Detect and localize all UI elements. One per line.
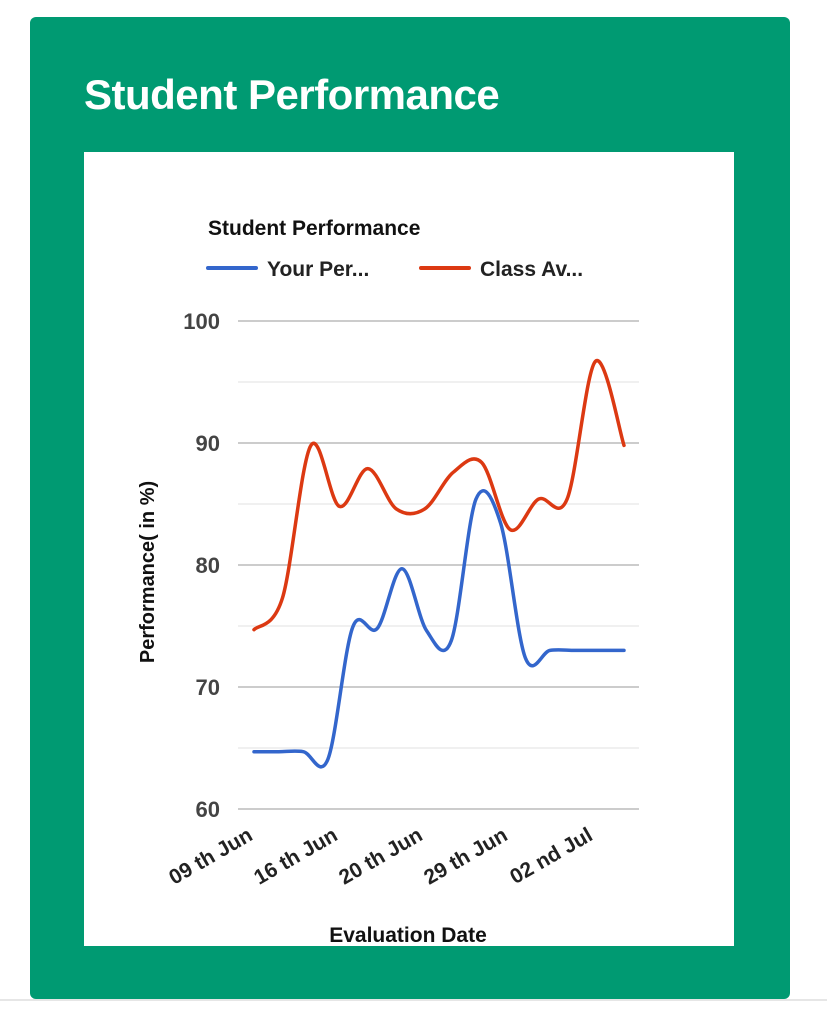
y-tick-label: 70 xyxy=(196,675,220,700)
y-tick-label: 80 xyxy=(196,553,220,578)
series-line-class-average xyxy=(252,359,626,632)
x-tick-label: 20 th Jun xyxy=(335,823,426,889)
chart-title: Student Performance xyxy=(208,217,420,240)
y-axis-title: Performance( in %) xyxy=(137,481,159,663)
x-tick-label: 02 nd Jul xyxy=(506,823,596,888)
x-tick-label: 16 th Jun xyxy=(250,823,341,889)
y-tick-label: 60 xyxy=(196,797,220,822)
y-tick-label: 90 xyxy=(196,431,220,456)
chart-panel: 100 90 80 70 60 09 th Jun 16 th Jun 20 th Jun 29… xyxy=(84,152,734,946)
series-line-your-performance xyxy=(252,489,626,769)
y-tick-label: 100 xyxy=(183,309,220,334)
legend: Student Performance Your Per... Class Av..… xyxy=(206,217,583,281)
performance-card: Student Performance 100 90 80 70 60 09 th Jun… xyxy=(30,17,790,999)
legend-label-your-performance: Your Per... xyxy=(267,258,369,281)
x-tick-label: 29 th Jun xyxy=(420,823,511,889)
grid-layer xyxy=(238,320,639,810)
series-layer xyxy=(252,359,626,769)
card-title: Student Performance xyxy=(84,71,500,118)
legend-label-class-average: Class Av... xyxy=(480,258,583,281)
x-tick-label: 09 th Jun xyxy=(165,823,256,889)
x-axis-title: Evaluation Date xyxy=(329,924,487,946)
page-divider xyxy=(0,999,827,1001)
